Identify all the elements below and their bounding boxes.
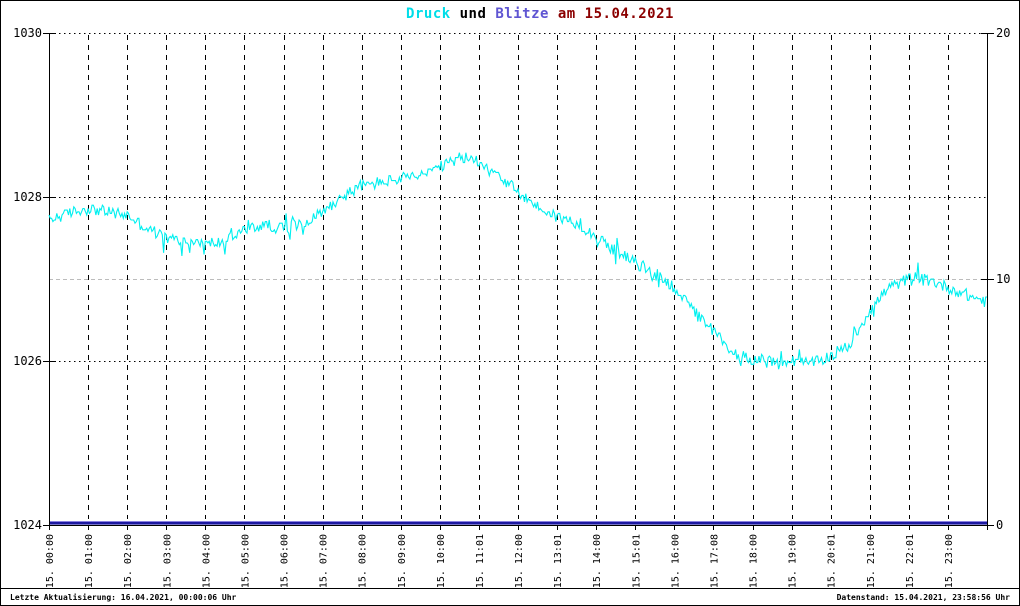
x-tick-label: 15. 07:00 (319, 534, 330, 588)
title-word-druck: Druck (406, 6, 451, 22)
title-date: am 15.04.2021 (548, 6, 674, 22)
x-tick-label: 15. 02:00 (123, 534, 134, 588)
title-word-und: und (450, 6, 496, 22)
y-tick-label-left: 1028 (13, 190, 42, 204)
x-tick-label: 15. 17:08 (709, 534, 720, 588)
x-tick-label: 15. 16:00 (670, 534, 681, 588)
chart-canvas: 1024 1026 1028 1030 0 10 20 15. 00:00 15. 01:00 1… (13, 26, 1010, 588)
x-tick-label: 15. 00:00 (45, 534, 56, 588)
y-tick-label-left: 1030 (13, 26, 42, 40)
pressure-line (48, 152, 987, 370)
x-tick-label: 15. 12:00 (514, 534, 525, 588)
x-tick-label: 15. 10:00 (436, 534, 447, 588)
x-tick-label: 15. 20:01 (827, 534, 838, 588)
y-tick-label-right: 0 (996, 518, 1003, 532)
x-tick-label: 15. 03:00 (162, 534, 173, 588)
x-tick-label: 15. 19:00 (788, 534, 799, 588)
x-tick-label: 15. 23:00 (944, 534, 955, 588)
x-tick-label: 15. 08:00 (358, 534, 369, 588)
x-tick-label: 15. 13:01 (553, 534, 564, 588)
x-tick-label: 15. 14:00 (592, 534, 603, 588)
y-tick-label-right: 20 (996, 26, 1010, 40)
x-tick-label: 15. 09:00 (397, 534, 408, 588)
x-tick-label: 15. 04:00 (201, 534, 212, 588)
title-word-blitze: Blitze (495, 6, 549, 22)
chart-title: Druck und Blitze am 15.04.2021 (61, 6, 1019, 22)
x-tick-label: 15. 18:00 (749, 534, 760, 588)
x-tick-label: 15. 22:01 (905, 534, 916, 588)
x-tick-label: 15. 15:01 (631, 534, 642, 588)
x-tick-label: 15. 05:00 (240, 534, 251, 588)
y-tick-label-right: 10 (996, 272, 1010, 286)
blitze-line (49, 522, 987, 525)
x-tick-label: 15. 06:00 (280, 534, 291, 588)
x-tick-label: 15. 21:00 (866, 534, 877, 588)
last-update-text: Letzte Aktualisierung: 16.04.2021, 00:00… (10, 592, 237, 602)
status-bar: Letzte Aktualisierung: 16.04.2021, 00:00… (1, 588, 1019, 605)
data-timestamp-text: Datenstand: 15.04.2021, 23:58:56 Uhr (836, 592, 1010, 602)
x-tick-label: 15. 11:01 (475, 534, 486, 588)
x-tick-label: 15. 01:00 (84, 534, 95, 588)
y-tick-label-left: 1026 (13, 354, 42, 368)
y-tick-label-left: 1024 (13, 518, 42, 532)
